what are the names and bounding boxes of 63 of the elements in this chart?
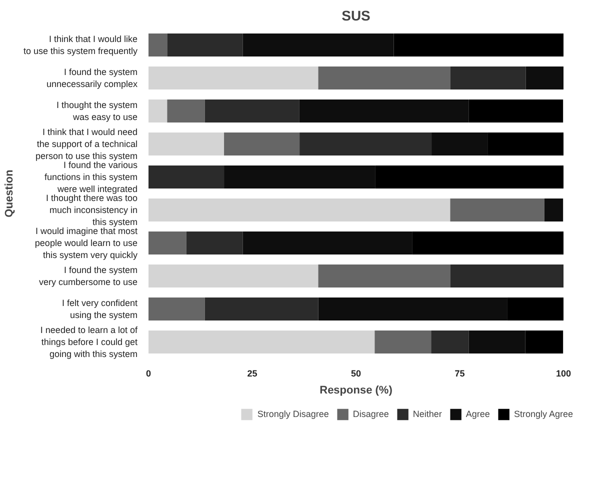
bar bbox=[394, 33, 564, 57]
y-tick-label: I found the various functions in this system were well integrated bbox=[44, 160, 138, 194]
x-tick-label: 25 bbox=[247, 368, 258, 378]
bar bbox=[544, 198, 564, 222]
legend-label: Neither bbox=[412, 409, 442, 419]
y-tick-label: I found the system very cumbersome to use bbox=[38, 265, 138, 287]
bar bbox=[186, 231, 243, 255]
bar bbox=[525, 330, 564, 354]
y-tick-label: I think that I would like to use this system frequently bbox=[23, 34, 138, 56]
y-axis-title: Question bbox=[3, 169, 16, 218]
bar bbox=[432, 132, 488, 156]
y-tick-label: I think that I would need the support of a technical person to use this system bbox=[35, 127, 138, 161]
bar bbox=[318, 66, 450, 90]
bar bbox=[450, 198, 544, 222]
bar bbox=[488, 132, 564, 156]
bar bbox=[526, 66, 564, 90]
x-tick-label: 75 bbox=[454, 368, 465, 378]
bar bbox=[412, 231, 564, 255]
bar bbox=[375, 165, 564, 189]
bar bbox=[507, 297, 564, 321]
x-tick-label: 50 bbox=[350, 368, 362, 378]
bar bbox=[167, 99, 205, 123]
bar bbox=[374, 330, 432, 354]
bar bbox=[224, 165, 376, 189]
legend-label: Strongly Agree bbox=[514, 409, 573, 419]
x-tick-label: 0 bbox=[146, 368, 152, 378]
legend-label: Strongly Disagree bbox=[257, 409, 329, 419]
bar bbox=[148, 231, 186, 255]
bar bbox=[224, 132, 300, 156]
bar bbox=[468, 330, 526, 354]
bar bbox=[450, 264, 564, 288]
bar bbox=[431, 330, 469, 354]
bar bbox=[148, 66, 318, 90]
y-tick-label: I felt very confident using the system bbox=[62, 298, 138, 320]
legend-label: Disagree bbox=[352, 409, 389, 419]
bar bbox=[148, 132, 224, 156]
x-tick-label: 100 bbox=[556, 368, 572, 378]
bar bbox=[242, 231, 412, 255]
bar bbox=[204, 99, 300, 123]
bar bbox=[468, 99, 564, 123]
bar bbox=[148, 330, 375, 354]
bar bbox=[300, 132, 432, 156]
bar bbox=[148, 198, 450, 222]
y-tick-label: I thought there was too much inconsistency in this system bbox=[46, 193, 138, 227]
x-axis-title: Response (%) bbox=[320, 384, 393, 396]
y-tick-label: I needed to learn a lot of things before I could get going with this system bbox=[40, 325, 138, 359]
legend-label: Agree bbox=[466, 409, 490, 419]
bar bbox=[167, 33, 243, 57]
bar bbox=[148, 165, 224, 189]
y-tick-label: I found the system unnecessarily complex bbox=[46, 67, 138, 89]
y-tick-label: I would imagine that most people would learn to use this system very quickly bbox=[34, 226, 138, 260]
bar bbox=[318, 297, 508, 321]
bar bbox=[148, 297, 205, 321]
bar bbox=[299, 99, 469, 123]
bar bbox=[204, 297, 318, 321]
chart-title: SUS bbox=[342, 8, 370, 24]
y-tick-label: I thought the system was easy to use bbox=[56, 100, 138, 122]
bar bbox=[148, 264, 318, 288]
bar bbox=[450, 66, 526, 90]
bar bbox=[148, 99, 168, 123]
bar bbox=[148, 33, 168, 57]
bar bbox=[318, 264, 450, 288]
bar bbox=[242, 33, 394, 57]
